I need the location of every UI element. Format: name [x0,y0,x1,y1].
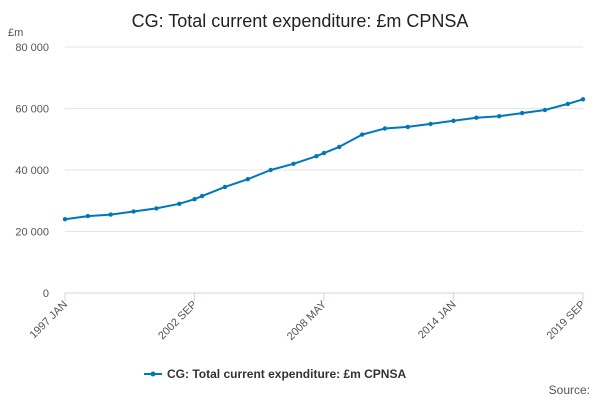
data-point[interactable] [519,110,525,116]
data-point[interactable] [199,193,205,199]
y-tick-label: 20 000 [15,227,49,239]
y-tick-label: 80 000 [15,42,49,54]
legend[interactable]: CG: Total current expenditure: £m CPNSA [144,367,406,381]
data-point[interactable] [177,201,182,206]
data-point[interactable] [428,121,433,127]
data-point[interactable] [451,118,456,124]
series-line [64,98,584,221]
data-point[interactable] [268,167,273,173]
y-axis-ticks: 0 20 000 40 000 60 000 80 000 [15,42,49,300]
data-point[interactable] [337,144,342,150]
x-tick-label: 1997 JAN [27,299,70,342]
data-point[interactable] [497,114,502,119]
y-tick-label: 40 000 [15,165,49,177]
x-axis-ticks: 1997 JAN 2002 SEP 2008 MAY 2014 JAN 2019 SEP [27,293,588,343]
data-point[interactable] [222,184,228,190]
gridlines [65,46,583,232]
data-point[interactable] [382,126,388,131]
data-point[interactable] [108,212,113,217]
data-point[interactable] [405,124,410,130]
data-point[interactable] [580,97,586,102]
data-point[interactable] [314,154,319,159]
legend-label: CG: Total current expenditure: £m CPNSA [167,367,406,381]
data-point[interactable] [245,177,250,182]
y-tick-label: 0 [43,288,49,300]
y-tick-label: 60 000 [15,104,49,116]
data-point[interactable] [131,209,136,214]
data-point[interactable] [565,101,570,107]
x-tick-label: 2019 SEP [545,299,589,343]
data-point[interactable] [154,206,159,211]
x-tick-label: 2008 MAY [285,298,330,343]
x-tick-label: 2002 SEP [156,299,200,343]
data-point[interactable] [542,107,548,113]
series-group [62,97,586,222]
x-tick-label: 2014 JAN [416,299,459,342]
data-point[interactable] [474,115,479,120]
data-point[interactable] [359,132,365,137]
source-label: Source: [549,383,590,397]
data-point[interactable] [291,161,296,166]
legend-marker [150,371,156,377]
data-point[interactable] [85,213,91,219]
data-point[interactable] [192,197,197,202]
data-point[interactable] [62,217,68,222]
y-axis-unit: £m [8,27,23,39]
chart-title: CG: Total current expenditure: £m CPNSA [132,11,469,31]
data-point[interactable] [321,150,327,156]
